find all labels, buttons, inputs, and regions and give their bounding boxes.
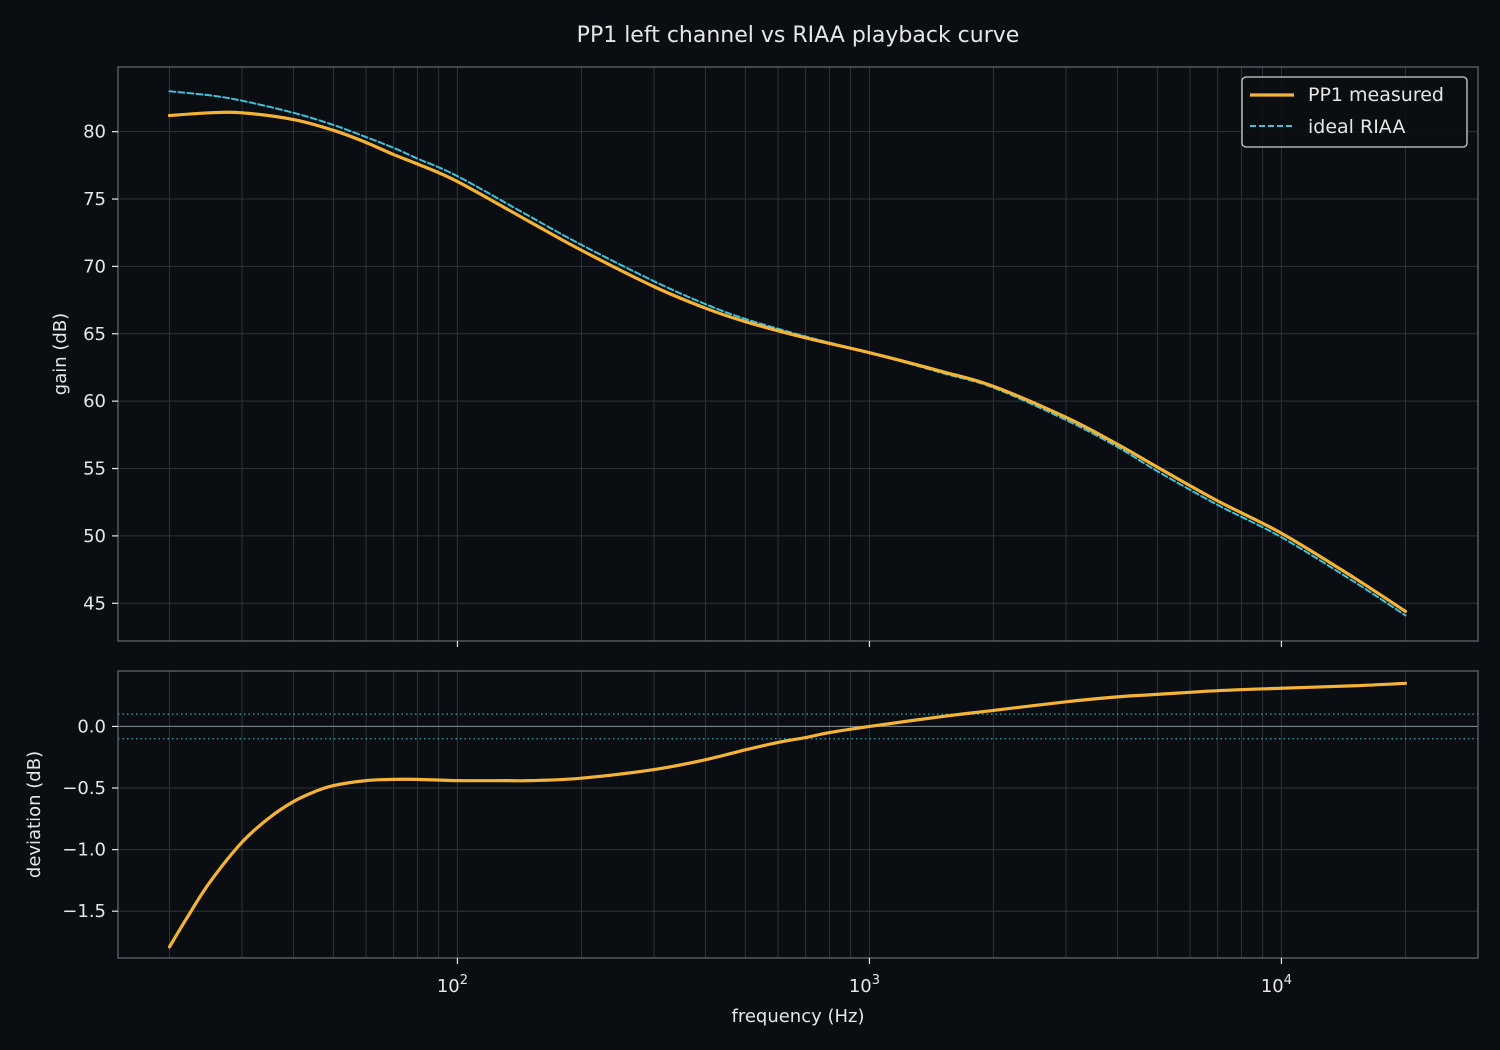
deviation-panel: −1.5−1.0−0.50.0 102 103 104 deviation (dB) (24, 670, 1479, 997)
deviation-y-ticks: −1.5 −1.0 −0.5 0.0 (62, 716, 118, 922)
legend: PP1 measured ideal RIAA (1241, 76, 1468, 148)
y-tick-label: 80 (83, 122, 106, 143)
series-line-deviation (167, 681, 1408, 949)
deviation-y-axis-label: deviation (dB) (24, 751, 45, 878)
chart-title: PP1 left channel vs RIAA playback curve (577, 23, 1020, 48)
y-tick-label: 45 (83, 593, 106, 614)
y-tick-label: 65 (83, 324, 106, 345)
y-tick-label: 75 (83, 189, 106, 210)
gain-panel: 45 50 55 60 65 70 75 80 gain (dB) PP1 measured … (50, 66, 1479, 647)
gain-y-ticks: 45 50 55 60 65 70 75 80 (83, 122, 118, 614)
y-tick-label: 55 (83, 459, 106, 480)
legend-label-riaa: ideal RIAA (1308, 116, 1405, 138)
gain-grid (118, 67, 1479, 641)
gain-x-tick-marks (456, 641, 1283, 647)
legend-label-measured: PP1 measured (1308, 84, 1444, 106)
x-tick-exponent: 2 (460, 973, 468, 988)
gain-series (167, 90, 1408, 617)
y-tick-label: 60 (83, 391, 106, 412)
gain-axes-frame (117, 66, 1479, 642)
y-tick-label: −1.0 (62, 840, 106, 861)
y-tick-label: 70 (83, 256, 106, 277)
x-axis-label: frequency (Hz) (731, 1006, 864, 1027)
gain-y-axis-label: gain (dB) (50, 313, 71, 395)
x-tick-exponent: 4 (1284, 973, 1292, 988)
y-tick-label: 0.0 (77, 716, 106, 737)
y-tick-label: −1.5 (62, 901, 106, 922)
x-tick-exponent: 3 (872, 973, 880, 988)
deviation-series (167, 681, 1408, 949)
y-tick-label: −0.5 (62, 778, 106, 799)
series-line-measured (167, 110, 1408, 613)
series-line-riaa (168, 90, 1407, 617)
deviation-axes-frame (117, 670, 1479, 959)
y-tick-label: 50 (83, 526, 106, 547)
legend-box (1241, 76, 1468, 148)
